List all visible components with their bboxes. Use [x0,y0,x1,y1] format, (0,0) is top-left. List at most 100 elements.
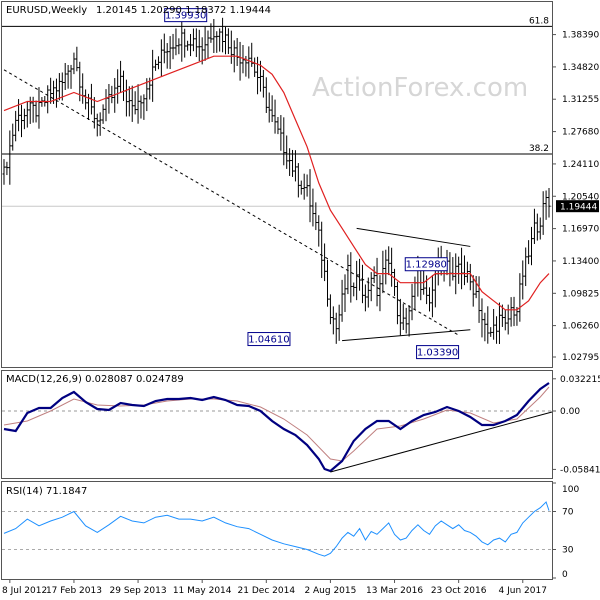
ohlc-bar [495,316,499,344]
ohlc-bar [305,174,309,197]
ohlc-bar [156,56,160,70]
ohlc-bar [337,304,341,341]
current-price-tag-bg [556,200,599,213]
ohlc-bar [241,45,245,74]
ohlc-bar [159,39,163,77]
price-tick-label: 1.06260 [562,322,599,332]
ohlc-bar [527,240,531,265]
ohlc-bar [404,307,408,334]
price-layer: 61.8 38.2 1.39930 1.04610 1.12980 1.03390 [2,8,552,360]
ohlc-bar [189,33,193,57]
ohlc-bar [538,217,542,240]
ohlc-bar [358,258,362,291]
ohlc-bar [46,85,50,114]
ohlc-bar [317,215,321,247]
ohlc-bar [57,73,61,101]
annotation-label: 1.39930 [165,11,206,22]
ohlc-bar [221,17,225,53]
ohlc-bar [480,298,484,338]
ohlc-bar [407,305,411,337]
ohlc-bar [142,94,146,120]
ohlc-bar [197,29,201,61]
ohlc-bar [509,297,513,327]
ohlc-bar [532,208,536,244]
ohlc-bar [165,43,169,69]
annotation-box-0: 1.39930 [164,8,208,23]
ohlc-bar [206,30,210,59]
ohlc-bar [256,56,260,95]
macd-trend-line-0 [330,411,553,473]
trend-line-2 [342,329,471,342]
ohlc-bar [101,104,105,124]
ohlc-bar [308,169,312,223]
ohlc-bar [334,312,338,344]
ohlc-bar [390,247,394,287]
ohlc-bar [489,327,493,337]
ohlc-bar [541,191,545,235]
ohlc-bar [168,36,172,70]
ohlc-bar [5,161,9,176]
annotation-frame [247,332,291,347]
ohlc-bar [291,149,295,177]
ohlc-bar [477,276,481,323]
ohlc-bar [276,117,280,135]
fib-label-1: 38.2 [529,144,549,154]
ohlc-bar [395,281,399,325]
ohlc-bar [75,46,79,72]
x-tick-label: 23 Oct 2016 [431,586,487,596]
ohlc-bar [186,40,190,51]
ohlc-bar [535,213,539,241]
ohlc-bar [393,268,397,296]
ohlc-bar [492,308,496,340]
x-tick-label: 2 Aug 2015 [304,586,356,596]
ohlc-bar [60,72,64,101]
annotation-box-2: 1.12980 [404,257,448,272]
ohlc-bar [331,306,335,335]
ohlc-bar [273,99,277,134]
ohlc-bar [107,84,111,114]
ohlc-bar [63,63,67,90]
ohlc-bar [363,284,367,312]
x-tick-label: 21 Dec 2014 [238,586,296,596]
ohlc-bar [369,272,373,302]
ohlc-bar [25,101,29,128]
x-tick-label: 17 Feb 2013 [46,586,102,596]
annotation-box-3: 1.03390 [416,345,460,360]
ohlc-bar [349,252,353,303]
annotation-box-1: 1.04610 [247,332,291,347]
ohlc-bar [428,287,432,312]
ohlc-bar [226,28,230,55]
price-tick-label: 1.09825 [562,289,599,299]
ohlc-bar [323,243,327,282]
ohlc-bar [200,37,204,65]
ohlc-bar [346,254,350,295]
ohlc-bar [209,23,213,43]
ohlc-bar [229,30,233,64]
ohlc-bar [98,112,102,136]
ohlc-bar [299,180,303,195]
ohlc-bar [22,108,26,130]
ohlc-bar [14,110,18,142]
ohlc-bar [19,104,23,138]
ohlc-bar [177,38,181,55]
ohlc-bar [264,77,268,113]
ohlc-bar [474,276,478,299]
moving-average-line [3,55,550,311]
ohlc-bar [34,100,38,123]
fib-label-0: 61.8 [529,16,549,26]
ohlc-bar [497,302,501,345]
ohlc-bar [544,190,548,220]
ohlc-bar [49,77,53,104]
ohlc-bar [512,296,516,327]
ohlc-bar [483,312,487,342]
ohlc-bar [261,69,265,98]
ohlc-bar [215,31,219,53]
ohlc-bar [84,89,88,110]
annotation-label: 1.04610 [248,335,289,346]
ohlc-bar [355,260,359,301]
macd-tick-label: 0.032215 [560,375,600,385]
ohlc-bar [279,115,283,151]
price-tick-label: 1.20540 [562,192,599,202]
ohlc-bar [183,28,187,58]
ohlc-bar [11,123,15,151]
